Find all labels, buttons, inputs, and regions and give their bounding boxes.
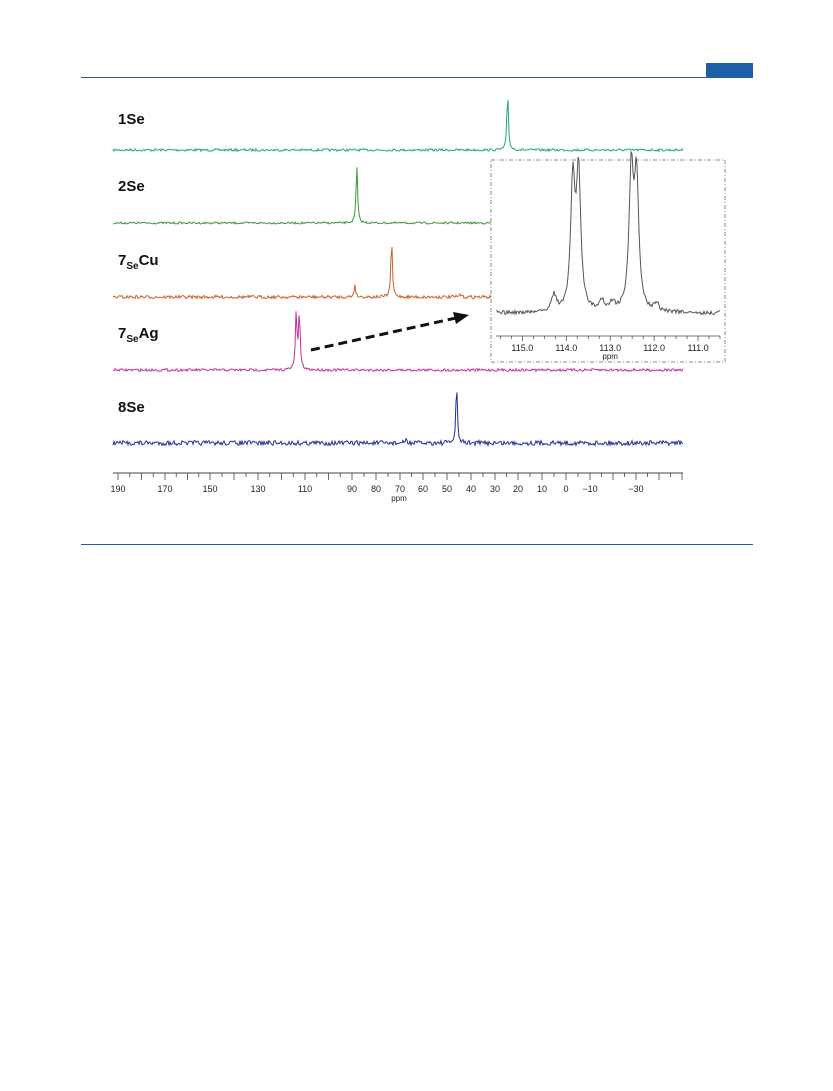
spectrum-trace xyxy=(112,167,492,225)
spectrum-label: 7SeAg xyxy=(118,325,159,345)
label-tail: Ag xyxy=(139,325,159,342)
inset-tick-label: 113.0 xyxy=(599,343,621,353)
inset-tick-label: 112.0 xyxy=(643,343,665,353)
label-main: 8Se xyxy=(118,399,145,416)
inset-x-label: ppm xyxy=(602,352,618,361)
spectrum-label: 2Se xyxy=(118,178,145,195)
tick-label: 20 xyxy=(513,484,523,494)
tick-label: −10 xyxy=(582,484,597,494)
label-main: 7 xyxy=(118,252,126,269)
spectrum-trace xyxy=(112,99,684,153)
spectrum-trace xyxy=(112,246,492,300)
spectrum-trace xyxy=(112,311,684,373)
inset-panel: 115.0 114.0 113.0 112.0 111.0 ppm xyxy=(490,150,726,363)
x-axis-label: ppm xyxy=(391,494,407,503)
inset-tick-label: 115.0 xyxy=(511,343,533,353)
inset-tick-label: 111.0 xyxy=(687,343,708,353)
arrow-head xyxy=(453,312,469,324)
tick-label: 90 xyxy=(347,484,357,494)
inset-frame xyxy=(490,159,726,363)
header-rule xyxy=(81,77,753,78)
spectrum-trace xyxy=(112,392,684,448)
tick-label: 30 xyxy=(490,484,500,494)
label-sub: Se xyxy=(126,261,139,272)
main-x-axis: 190 170 150 130 110 90 80 70 60 50 40 30 20 10 0 −10 −30… xyxy=(110,472,683,503)
tick-label: 150 xyxy=(202,484,217,494)
label-sub: Se xyxy=(126,334,139,345)
inset-trace xyxy=(495,150,721,316)
spectrum-label: 1Se xyxy=(118,111,145,128)
tick-label: 70 xyxy=(395,484,405,494)
tick-label: 170 xyxy=(157,484,172,494)
label-tail: Cu xyxy=(139,252,159,269)
arrow-line xyxy=(310,316,457,352)
tick-label: 40 xyxy=(466,484,476,494)
tick-label: 110 xyxy=(298,484,312,494)
spectrum-label: 7SeCu xyxy=(118,252,159,272)
label-main: 1Se xyxy=(118,111,145,128)
tick-label: 130 xyxy=(250,484,265,494)
tick-label: 190 xyxy=(110,484,125,494)
footer-rule xyxy=(81,544,753,545)
tick-label: 10 xyxy=(537,484,547,494)
tick-label: −30 xyxy=(628,484,643,494)
tick-label: 0 xyxy=(563,484,568,494)
spectrum-traces xyxy=(112,99,684,448)
label-main: 7 xyxy=(118,325,126,342)
tick-label: 80 xyxy=(371,484,381,494)
tick-label: 60 xyxy=(418,484,428,494)
inset-tick-label: 114.0 xyxy=(555,343,577,353)
spectrum-label: 8Se xyxy=(118,399,145,416)
header-tab xyxy=(706,63,753,78)
tick-label: 50 xyxy=(442,484,452,494)
inset-arrow xyxy=(310,312,469,352)
label-main: 2Se xyxy=(118,178,145,195)
